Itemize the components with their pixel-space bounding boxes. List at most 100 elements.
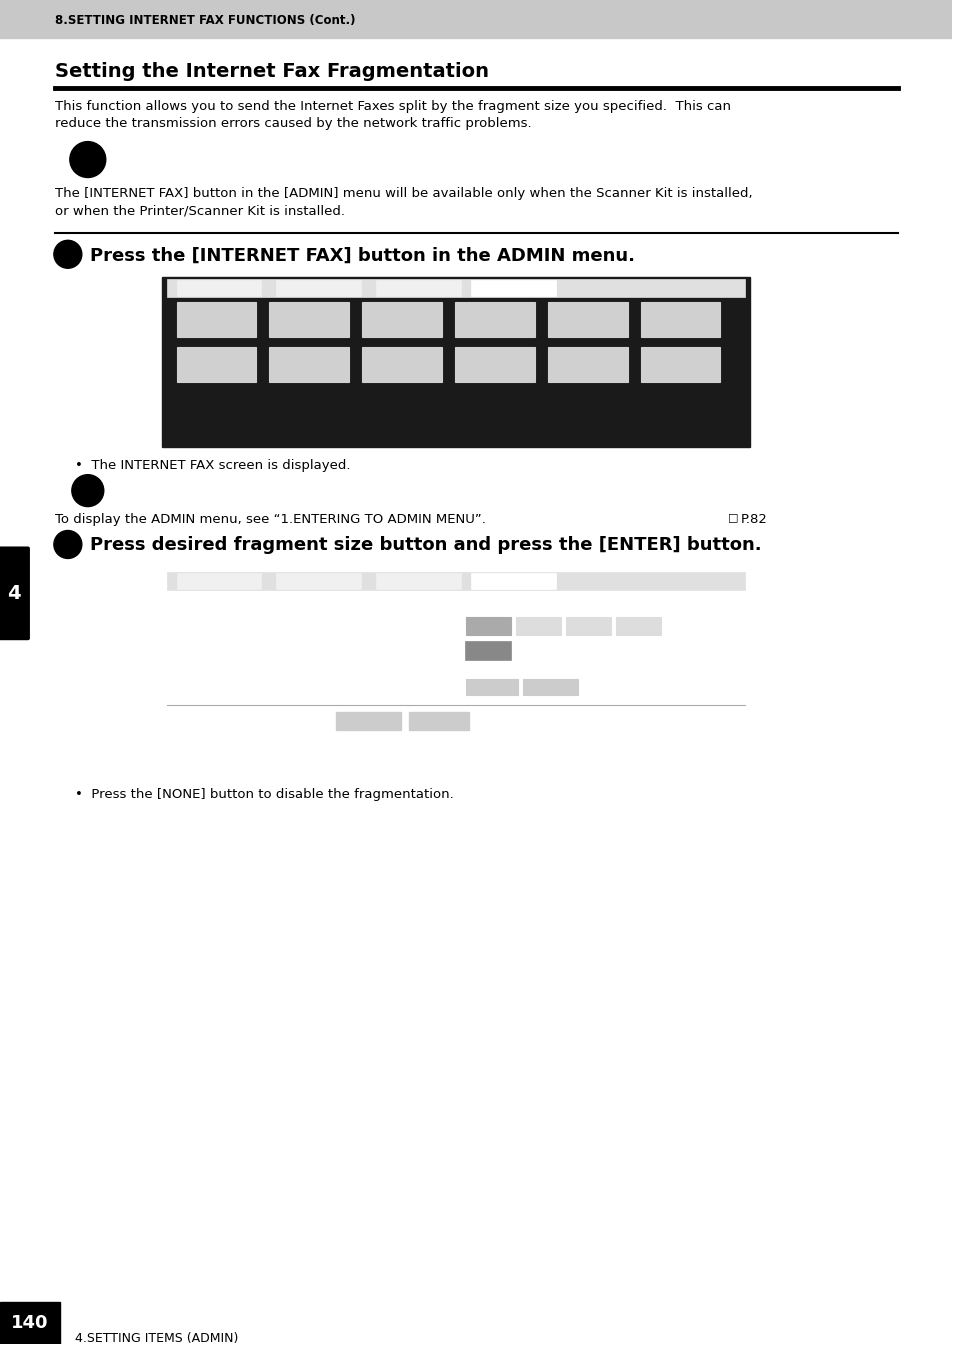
Text: mfp-00c07861@ifax.com: mfp-00c07861@ifax.com (241, 627, 330, 634)
Bar (465, 617, 511, 635)
Text: 1024: 1024 (627, 621, 646, 631)
Text: BODY STRING TRANSMISSION: BODY STRING TRANSMISSION (465, 670, 568, 677)
Text: NONE: NONE (476, 621, 498, 631)
Text: FILE: FILE (581, 326, 593, 332)
Bar (276, 280, 361, 297)
Bar (176, 573, 261, 589)
Text: 140: 140 (11, 1314, 49, 1332)
Text: BODY: BODY (172, 678, 191, 683)
Bar (362, 302, 441, 337)
Text: NETWORK: NETWORK (295, 326, 323, 332)
Text: RETURN: RETURN (206, 372, 227, 376)
Text: Tip: Tip (78, 485, 97, 496)
Bar (161, 570, 750, 770)
Bar (362, 346, 441, 381)
Bar (455, 302, 535, 337)
Text: •  The INTERNET FAX screen is displayed.: • The INTERNET FAX screen is displayed. (74, 458, 350, 472)
Bar (547, 346, 627, 381)
Text: FROM ADDRESS: FROM ADDRESS (172, 628, 227, 635)
Text: LIST/REPORT: LIST/REPORT (386, 372, 417, 376)
Text: Press the [INTERNET FAX] button in the ADMIN menu.: Press the [INTERNET FAX] button in the A… (90, 247, 634, 264)
Bar (465, 642, 511, 661)
Text: 1: 1 (62, 245, 73, 263)
Bar (161, 278, 750, 446)
Bar (335, 712, 400, 731)
Text: ADMIN: ADMIN (499, 286, 525, 291)
Text: COUNTER: COUNTER (299, 286, 336, 291)
Text: COPY: COPY (395, 326, 409, 332)
Bar (375, 573, 460, 589)
Text: Setting the Internet Fax Fragmentation: Setting the Internet Fax Fragmentation (55, 62, 488, 81)
Text: E-MAIL: E-MAIL (671, 326, 689, 332)
Bar (522, 679, 578, 696)
Bar (236, 623, 436, 638)
Text: This function allows you to send the Internet Faxes split by the fragment size y: This function allows you to send the Int… (55, 100, 730, 113)
Bar (471, 280, 556, 297)
Bar (565, 617, 610, 635)
Text: DISABLE: DISABLE (535, 683, 564, 690)
Bar (375, 280, 460, 297)
Text: GENERAL: GENERAL (204, 326, 229, 332)
Text: Press desired fragment size button and press the [ENTER] button.: Press desired fragment size button and p… (90, 537, 760, 554)
Text: COUNTER: COUNTER (299, 578, 336, 585)
Text: 2048: 2048 (476, 647, 498, 655)
Bar (516, 617, 560, 635)
Text: ADMIN: ADMIN (499, 578, 525, 585)
FancyBboxPatch shape (0, 546, 30, 640)
Circle shape (53, 240, 82, 268)
Text: PRINTER
E-FILING: PRINTER E-FILING (484, 368, 505, 379)
Text: ADDRESS: ADDRESS (200, 578, 236, 585)
Text: FROM NAME: FROM NAME (172, 654, 214, 659)
Text: FAX: FAX (490, 326, 499, 332)
Text: 256: 256 (530, 621, 544, 631)
Text: WIRELESS
SETTINGS: WIRELESS SETTINGS (575, 368, 599, 379)
Bar (471, 573, 556, 589)
Text: □: □ (728, 512, 739, 523)
Text: USER: USER (407, 286, 428, 291)
Text: 2: 2 (62, 535, 73, 554)
Bar (455, 346, 535, 381)
Bar (276, 573, 361, 589)
Circle shape (71, 474, 104, 507)
Bar (176, 346, 256, 381)
Bar (547, 302, 627, 337)
Text: ADDRESS: ADDRESS (200, 286, 236, 291)
Text: Bluetooth
SETTINGS: Bluetooth SETTINGS (668, 368, 692, 379)
Text: ENABLE: ENABLE (477, 683, 505, 690)
Text: •  Press the [NONE] button to disable the fragmentation.: • Press the [NONE] button to disable the… (74, 787, 453, 801)
Text: 8.SETTING INTERNET FAX FUNCTIONS (Cont.): 8.SETTING INTERNET FAX FUNCTIONS (Cont.) (55, 13, 355, 27)
Bar (615, 617, 659, 635)
Bar (409, 712, 469, 731)
Text: MFP-00C07861: MFP-00C07861 (241, 652, 294, 658)
Text: FRAGMENT PAGE SIZE(KB): FRAGMENT PAGE SIZE(KB) (465, 605, 589, 615)
Bar (0, 0, 951, 38)
Circle shape (53, 531, 82, 558)
Bar (269, 346, 349, 381)
Text: 4.SETTING ITEMS (ADMIN): 4.SETTING ITEMS (ADMIN) (74, 1332, 238, 1345)
Text: The [INTERNET FAX] button in the [ADMIN] menu will be available only when the Sc: The [INTERNET FAX] button in the [ADMIN]… (55, 187, 752, 201)
Text: INTERNET FAX: INTERNET FAX (172, 605, 238, 615)
Text: To display the ADMIN menu, see “1.ENTERING TO ADMIN MENU”.: To display the ADMIN menu, see “1.ENTERI… (55, 512, 485, 526)
Text: P.82: P.82 (740, 512, 766, 526)
Text: 4: 4 (8, 584, 21, 603)
Bar (236, 673, 436, 687)
Text: 512: 512 (580, 621, 595, 631)
Bar (640, 302, 720, 337)
Text: CANCEL: CANCEL (351, 717, 385, 725)
Bar (167, 573, 744, 590)
Bar (0, 1302, 60, 1344)
Text: Note: Note (73, 155, 102, 164)
Bar (640, 346, 720, 381)
Bar (465, 679, 517, 696)
Bar (167, 279, 744, 297)
Text: ENTER: ENTER (425, 717, 453, 725)
Text: INTERNET FAX: INTERNET FAX (292, 372, 327, 376)
Text: USER: USER (407, 578, 428, 585)
Bar (176, 302, 256, 337)
Text: or when the Printer/Scanner Kit is installed.: or when the Printer/Scanner Kit is insta… (55, 205, 345, 217)
Text: reduce the transmission errors caused by the network traffic problems.: reduce the transmission errors caused by… (55, 117, 531, 129)
Bar (236, 648, 436, 662)
Bar (269, 302, 349, 337)
Bar (176, 280, 261, 297)
Circle shape (70, 142, 106, 178)
